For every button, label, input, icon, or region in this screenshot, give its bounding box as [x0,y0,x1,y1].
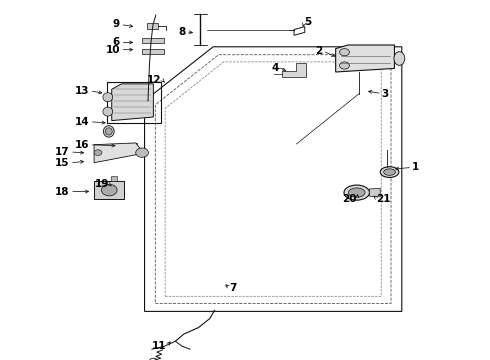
Text: 11: 11 [152,341,167,351]
Bar [94,181,124,199]
Polygon shape [112,84,153,121]
Text: 18: 18 [55,186,70,197]
Polygon shape [94,143,141,163]
Text: 1: 1 [412,162,419,172]
Text: 7: 7 [229,283,237,293]
Text: 12: 12 [147,75,162,85]
Text: 15: 15 [55,158,70,168]
Text: 10: 10 [105,45,120,55]
Circle shape [94,150,102,156]
Text: 19: 19 [95,179,109,189]
Polygon shape [336,45,394,72]
Text: 14: 14 [74,117,89,127]
Ellipse shape [344,185,369,200]
Circle shape [101,184,117,196]
Text: 13: 13 [74,86,89,96]
Bar [142,49,164,54]
Ellipse shape [348,188,365,197]
Circle shape [340,62,349,69]
Polygon shape [369,188,380,197]
Circle shape [136,148,148,157]
Ellipse shape [103,126,114,137]
Bar [111,176,117,181]
Bar [128,143,137,147]
Ellipse shape [384,169,395,175]
Text: 4: 4 [272,63,279,73]
Text: 3: 3 [381,89,389,99]
Ellipse shape [394,52,405,65]
Text: 16: 16 [74,140,89,150]
Text: 5: 5 [304,17,311,27]
Text: 17: 17 [55,147,70,157]
Bar [107,82,161,123]
Text: 20: 20 [342,194,357,204]
Text: 21: 21 [376,194,391,204]
Text: 9: 9 [113,19,120,30]
Bar [147,23,158,29]
Ellipse shape [105,128,112,135]
Ellipse shape [103,107,113,116]
Bar [142,38,164,43]
Text: 8: 8 [178,27,185,37]
Ellipse shape [103,93,113,102]
Ellipse shape [380,167,399,177]
Polygon shape [282,63,306,77]
Text: 2: 2 [315,46,322,56]
Text: 6: 6 [113,37,120,48]
Circle shape [340,49,349,56]
